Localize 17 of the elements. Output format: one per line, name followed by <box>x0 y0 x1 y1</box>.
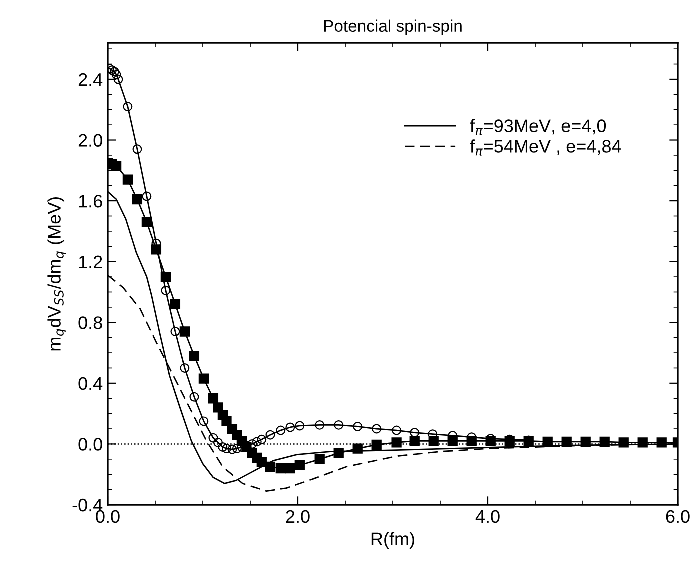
legend-label: f$_{π}$=54MeV , e=4,84 <box>470 140 622 156</box>
x-tick-label: 4.0 <box>476 510 500 524</box>
legend-label: f$_{π}$=93MeV, e=4,0 <box>470 119 606 136</box>
y-tick-label: 1.2 <box>79 256 102 268</box>
x-tick-label: 6.0 <box>666 510 690 524</box>
x-axis-title: R(fm) <box>372 532 414 550</box>
y-tick-label: 2.4 <box>78 73 103 86</box>
y-tick-label: -0.4 <box>72 498 103 512</box>
chart-title: Potencial spin-spin <box>324 20 462 36</box>
y-tick-label: 1.6 <box>79 194 102 208</box>
y-tick-label: 0.0 <box>78 438 102 451</box>
y-tick-label: 0.8 <box>78 316 102 330</box>
y-tick-label: 2.0 <box>78 134 102 147</box>
y-tick-label: 0.4 <box>78 377 103 390</box>
x-tick-label: 0.0 <box>96 510 120 524</box>
y-axis-title: m$_{q}$dV$_{SS}$/dm$_{q}$ (MeV) <box>48 197 66 351</box>
x-tick-label: 2.0 <box>286 510 310 524</box>
